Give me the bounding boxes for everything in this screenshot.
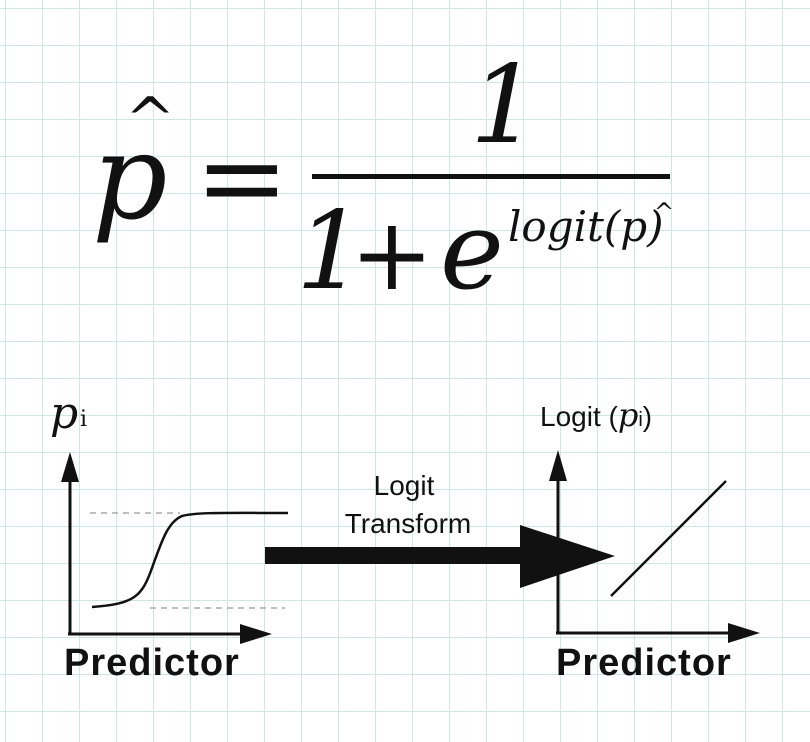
formula-denominator-one: 1 [296,189,365,314]
formula-hat-accent: ^ [125,85,176,155]
right-x-axis-label: Predictor [556,642,732,684]
transform-arrow-shaft [265,547,527,564]
right-y-label-subscript: i [638,409,643,431]
sigmoid-curve [91,511,289,609]
left-y-axis-label-subscript: i [80,407,88,432]
formula-exponent-hat: ^ [654,198,675,226]
transform-label-line1: Logit [373,470,435,501]
formula-plus-sign: + [350,196,434,313]
left-y-axis-label: p [50,388,79,439]
right-x-axis-arrowhead [728,623,760,643]
transform-arrow-head [520,525,615,588]
left-x-axis-label: Predictor [64,642,240,684]
right-y-axis-arrowhead [549,450,567,481]
linear-logit-line [610,480,727,597]
right-y-label-suffix: ) [642,401,653,432]
right-y-label-prefix: Logit ( [540,401,618,432]
formula-p-hat-variable: p [92,108,168,246]
formula-equals-sign: = [195,113,289,243]
right-y-axis-label: Logit (pi) [540,396,652,434]
left-x-axis-arrowhead [240,624,272,644]
transform-label-line2: Transform [344,508,472,539]
formula-fraction-bar [312,174,670,179]
left-y-axis-arrowhead [61,452,79,482]
formula-numerator: 1 [470,43,539,168]
formula-exponent: logit(p) [508,202,664,251]
right-y-label-p: p [617,396,639,434]
formula-base-e: e [440,189,504,314]
